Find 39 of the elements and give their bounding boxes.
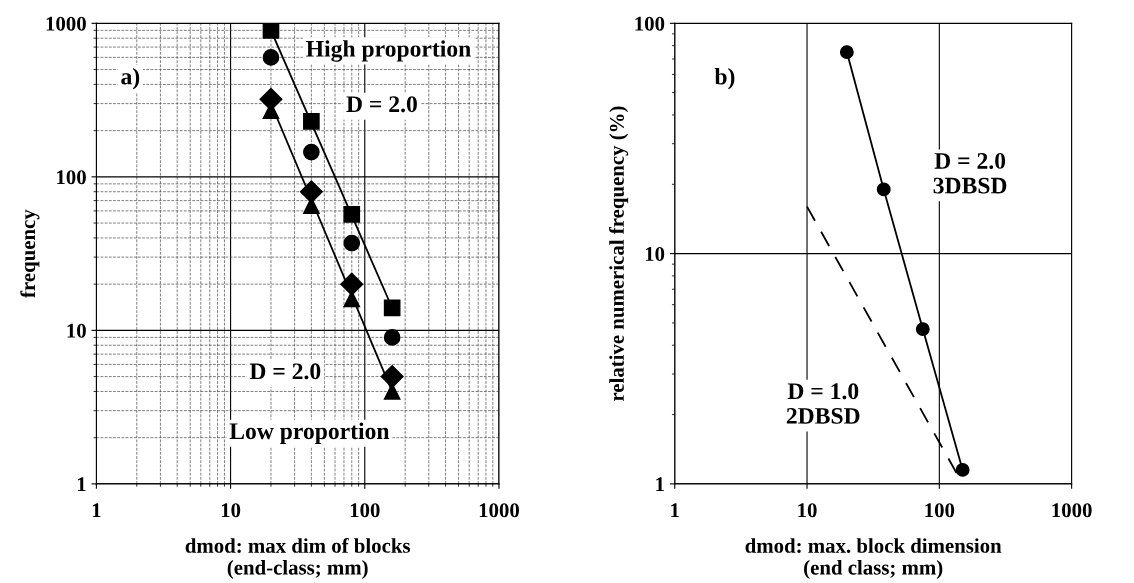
y-tick-label: 10	[67, 323, 86, 338]
x-axis-title: dmod: max. block dimension (end class; mm)	[745, 538, 1002, 579]
point	[915, 322, 930, 337]
y-tick-label: 100	[57, 170, 86, 185]
y-tick-label: 1	[656, 477, 664, 492]
annotation: D = 2.0	[346, 96, 417, 113]
x-tick-label: 100	[925, 503, 955, 518]
y-axis-title: relative numerical frequency (%)	[609, 106, 629, 402]
y-tick-label: 10	[645, 246, 665, 262]
point	[955, 462, 970, 477]
point	[343, 234, 361, 252]
x-tick-label: 10	[798, 503, 817, 518]
x-axis-title: dmod: max dim of blocks (end-class; mm)	[185, 537, 411, 579]
point	[839, 45, 854, 60]
point	[876, 182, 891, 197]
annotation: D = 1.0 2DBSD	[786, 383, 860, 424]
x-tick-label: 1000	[1052, 503, 1092, 518]
point	[262, 49, 280, 66]
x-tick-label: 10	[221, 503, 241, 518]
annotation: D = 2.0 3DBSD	[933, 152, 1007, 194]
y-tick-label: 1000	[46, 16, 86, 31]
y-tick-label: 100	[635, 16, 665, 31]
annotation: a)	[121, 67, 140, 90]
x-tick-label: 1	[671, 503, 679, 518]
point	[303, 112, 320, 130]
x-tick-label: 1000	[479, 503, 519, 518]
annotation: High proportion	[306, 40, 471, 62]
x-tick-label: 1	[92, 503, 101, 518]
y-tick-label: 1	[77, 477, 86, 492]
point	[383, 329, 401, 346]
point	[303, 143, 320, 161]
point	[343, 205, 361, 223]
point	[380, 365, 404, 389]
point	[259, 87, 283, 111]
y-axis-title: frequency	[20, 209, 40, 298]
annotation: Low proportion	[229, 422, 390, 444]
annotation: b)	[714, 67, 735, 90]
annotation: D = 2.0	[249, 363, 321, 380]
x-tick-label: 100	[350, 503, 380, 518]
